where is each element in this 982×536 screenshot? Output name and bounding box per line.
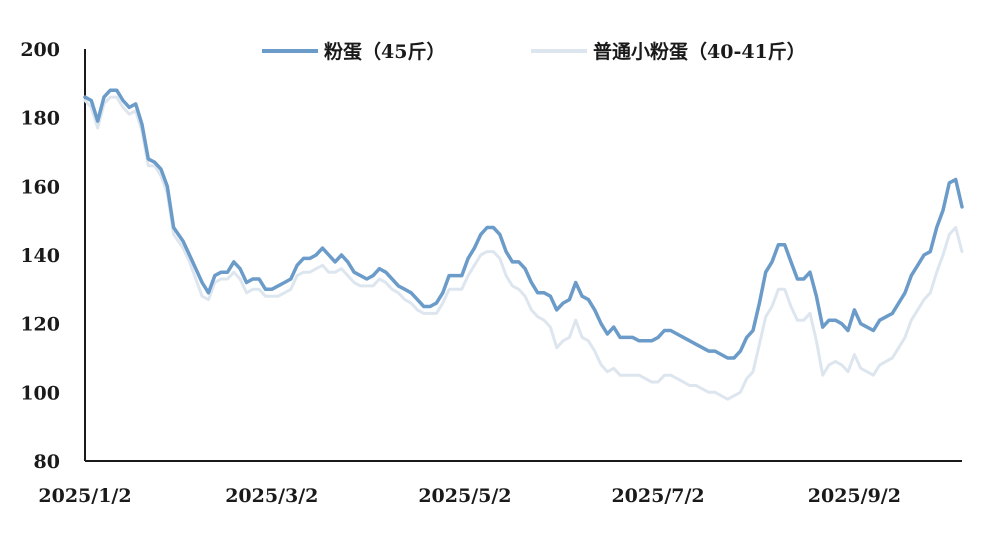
series-layer bbox=[83, 88, 964, 401]
y-tick-label: 160 bbox=[20, 176, 60, 198]
legend-label-1: 粉蛋（45斤） bbox=[324, 40, 445, 63]
x-tick-label: 2025/7/2 bbox=[611, 485, 704, 507]
series-line-1 bbox=[83, 88, 964, 360]
series-line-2 bbox=[83, 95, 964, 401]
y-tick-label: 80 bbox=[34, 451, 60, 473]
x-tick-label: 2025/1/2 bbox=[38, 485, 131, 507]
y-tick-label: 140 bbox=[20, 245, 60, 267]
axes: 80 100 120 140 160 180 200 2025/1/2 2025/3/2 2025… bbox=[20, 39, 962, 507]
y-tick-label: 100 bbox=[20, 382, 60, 404]
y-tick-label: 120 bbox=[20, 314, 60, 336]
y-tick-label: 200 bbox=[20, 39, 60, 61]
legend-label-2: 普通小粉蛋（40-41斤） bbox=[593, 40, 806, 63]
y-tick-label: 180 bbox=[20, 108, 60, 130]
x-tick-label: 2025/9/2 bbox=[808, 485, 901, 507]
x-tick-label: 2025/3/2 bbox=[225, 485, 318, 507]
legend: 粉蛋（45斤） 普通小粉蛋（40-41斤） bbox=[262, 40, 806, 63]
x-tick-label: 2025/5/2 bbox=[418, 485, 511, 507]
